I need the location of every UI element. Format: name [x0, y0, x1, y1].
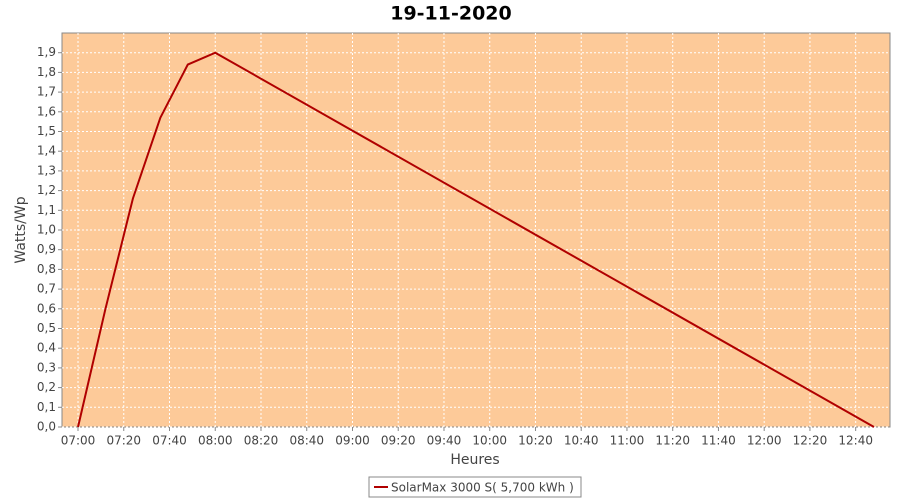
x-tick-label: 12:40 — [838, 434, 873, 448]
y-tick-label: 1,2 — [37, 183, 56, 197]
x-tick-label: 11:00 — [610, 434, 645, 448]
series-line — [77, 51, 875, 428]
x-tick-label: 08:40 — [289, 434, 324, 448]
x-tick-label: 07:20 — [106, 434, 141, 448]
y-tick-label: 1,3 — [37, 163, 56, 177]
y-tick-label: 0,3 — [37, 360, 56, 374]
y-tick-label: 1,1 — [37, 203, 56, 217]
y-tick-label: 0,8 — [37, 262, 56, 276]
legend-box — [368, 476, 582, 498]
y-tick-label: 0,6 — [37, 301, 56, 315]
y-tick-label: 1,4 — [37, 144, 56, 158]
x-tick-label: 09:40 — [427, 434, 462, 448]
x-tick-label: 10:00 — [472, 434, 507, 448]
y-tick-label: 1,6 — [37, 104, 56, 118]
y-tick-label: 1,0 — [37, 223, 56, 237]
x-tick-label: 11:20 — [655, 434, 690, 448]
y-tick-label: 0,0 — [37, 420, 56, 434]
y-tick-label: 1,8 — [37, 65, 56, 79]
x-axis-label: Heures — [450, 452, 499, 468]
y-tick-label: 0,9 — [37, 242, 56, 256]
y-tick-label: 0,1 — [37, 400, 56, 414]
x-tick-label: 12:00 — [747, 434, 782, 448]
y-tick-label: 1,5 — [37, 124, 56, 138]
y-tick-label: 0,2 — [37, 380, 56, 394]
x-tick-label: 10:40 — [564, 434, 599, 448]
legend-label: SolarMax 3000 S( 5,700 kWh ) — [391, 481, 574, 495]
y-tick-label: 1,9 — [37, 45, 56, 59]
y-tick-label: 0,7 — [37, 282, 56, 296]
x-tick-label: 08:00 — [198, 434, 233, 448]
x-tick-label: 09:20 — [381, 434, 416, 448]
y-tick-label: 0,4 — [37, 341, 56, 355]
x-tick-label: 09:00 — [335, 434, 370, 448]
x-tick-label: 12:20 — [793, 434, 828, 448]
y-tick-label: 1,7 — [37, 85, 56, 99]
chart-title: 19-11-2020 — [390, 3, 512, 25]
x-tick-label: 08:20 — [244, 434, 279, 448]
x-tick-label: 07:40 — [152, 434, 187, 448]
x-tick-label: 11:40 — [701, 434, 736, 448]
y-tick-label: 0,5 — [37, 321, 56, 335]
y-axis-label: Watts/Wp — [13, 196, 29, 263]
x-tick-label: 07:00 — [61, 434, 96, 448]
x-tick-label: 10:20 — [518, 434, 553, 448]
